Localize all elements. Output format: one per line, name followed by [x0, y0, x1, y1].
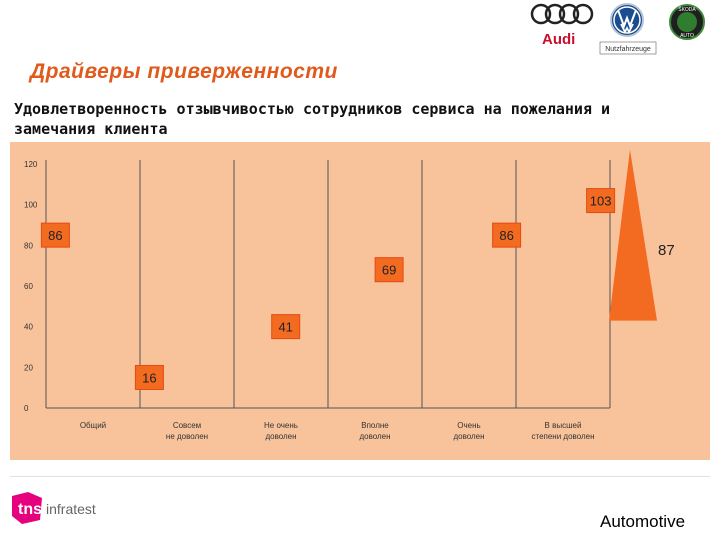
y-tick-label: 80: [24, 241, 33, 250]
chart: 0 20 40 60 80 100 120 86 16 41 69 86 103 Общий Совсе…: [10, 142, 710, 460]
summary-triangle: [609, 149, 657, 321]
svg-text:tns: tns: [18, 501, 42, 518]
page-heading: Драйверы приверженности: [30, 60, 338, 83]
svg-text:infratest: infratest: [46, 501, 96, 517]
y-axis: 0 20 40 60 80 100 120: [24, 160, 38, 413]
y-tick-label: 100: [24, 201, 38, 210]
summary-value-label: 87: [658, 242, 675, 259]
chart-subtitle: Удовлетворенность отзывчивостью сотрудни…: [14, 100, 611, 138]
data-label: 103: [590, 194, 612, 209]
data-markers: 86 16 41 69 86 103: [40, 188, 616, 390]
y-tick-label: 40: [24, 323, 33, 332]
audi-rings-logo: [530, 3, 594, 25]
data-point: [271, 314, 301, 340]
x-tick-label: Вполне доволен: [359, 421, 390, 441]
summary-indicator: 87: [609, 149, 675, 321]
x-tick-label: Общий: [80, 421, 106, 430]
y-tick-label: 20: [24, 363, 33, 372]
x-axis: Общий Совсем не доволен Не очень доволен Впол…: [80, 421, 595, 441]
y-tick-label: 0: [24, 404, 29, 413]
svg-text:AUTO: AUTO: [680, 33, 694, 39]
data-point: [40, 222, 70, 248]
nutzfahrzeuge-wordmark: Nutzfahrzeuge: [605, 46, 651, 53]
skoda-logo: ŠKODA AUTO: [669, 4, 705, 40]
data-point: [374, 257, 404, 283]
y-tick-label: 60: [24, 282, 33, 291]
y-tick-label: 120: [24, 160, 38, 169]
x-tick-label: В высшей степени доволен: [532, 421, 595, 441]
data-label: 86: [499, 228, 513, 243]
data-point: [134, 364, 164, 390]
tns-infratest-logo: tns infratest: [12, 492, 96, 524]
x-tick-label: Не очень доволен: [264, 421, 298, 441]
footer-divider: [10, 476, 710, 477]
nutzfahrzeuge-badge: [599, 41, 657, 55]
audi-wordmark: Audi: [542, 31, 575, 48]
vw-logo: [610, 3, 644, 37]
data-label: 86: [48, 228, 62, 243]
x-tick-label: Совсем не доволен: [166, 421, 208, 441]
data-label: 69: [382, 263, 396, 278]
svg-text:ŠKODA: ŠKODA: [678, 6, 696, 13]
x-tick-label: Очень доволен: [453, 421, 484, 441]
automotive-label: Automotive: [600, 512, 686, 531]
brand-logos: Audi Nutzfahrzeuge ŠKODA AUTO: [530, 3, 705, 55]
data-label: 16: [142, 370, 156, 385]
data-point: [586, 188, 616, 214]
data-label: 41: [278, 320, 292, 335]
data-point: [492, 222, 522, 248]
